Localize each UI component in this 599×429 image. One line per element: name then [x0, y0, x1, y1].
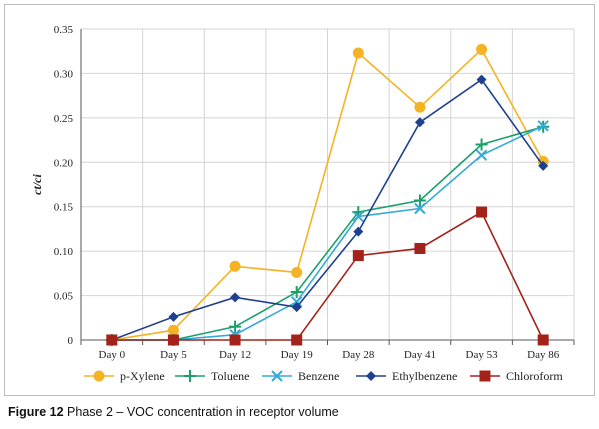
x-tick-label: Day 5	[160, 349, 187, 361]
x-tick-label: Day 28	[342, 349, 375, 361]
legend-label: Toluene	[211, 369, 249, 383]
data-point-p-xylene	[167, 324, 179, 336]
data-point-benzene	[475, 149, 488, 161]
data-point-p-xylene	[291, 266, 303, 278]
data-point-ethylbenzene	[476, 74, 487, 85]
data-point-ethylbenzene	[414, 117, 425, 128]
data-point-chloroform	[537, 334, 549, 346]
series-ethylbenzene	[106, 74, 549, 345]
legend-label: Ethylbenzene	[392, 369, 457, 383]
data-point-benzene	[290, 296, 303, 308]
series-chloroform	[106, 206, 549, 346]
legend: p-Xylene Toluene Benzene Ethylbenzene Chloro…	[84, 369, 563, 383]
data-point-p-xylene	[476, 43, 488, 55]
series-line-benzene	[111, 125, 544, 341]
series-line-chloroform	[111, 210, 544, 341]
data-point-chloroform	[352, 250, 364, 262]
legend-marker-chloroform	[479, 370, 491, 382]
y-tick-label: 0	[68, 335, 74, 347]
x-tick-label: Day 53	[466, 349, 499, 361]
y-tick-label: 0.30	[54, 68, 74, 80]
legend-label: p-Xylene	[120, 369, 165, 383]
axes: 0 0.05 0.10 0.15 0.20 0.25 0.30 0.35 Day 0 Day 5 D…	[30, 24, 575, 361]
figure-caption: Figure 12 Phase 2 – VOC concentration in…	[8, 405, 593, 419]
series-layer	[105, 43, 550, 346]
legend-label: Chloroform	[506, 369, 563, 383]
legend-item-benzene: Benzene	[262, 369, 339, 383]
legend-marker-p-xylene	[93, 370, 105, 382]
legend-label: Benzene	[298, 369, 339, 383]
data-point-toluene	[229, 320, 242, 333]
legend-marker-ethylbenzene	[366, 371, 376, 381]
x-tick-label: Day 19	[281, 349, 314, 361]
data-point-toluene	[413, 194, 426, 207]
y-tick-label: 0.25	[54, 113, 74, 125]
data-point-chloroform	[106, 334, 118, 346]
legend-item-ethylbenzene: Ethylbenzene	[356, 369, 457, 383]
data-point-chloroform	[167, 334, 179, 346]
series-line-p-xylene	[111, 48, 544, 341]
data-point-benzene	[414, 202, 426, 215]
y-tick-label: 0.20	[54, 157, 74, 169]
grid-lines	[81, 28, 575, 340]
legend-item-chloroform: Chloroform	[470, 369, 563, 383]
data-point-ethylbenzene	[538, 160, 549, 171]
data-point-ethylbenzene	[230, 292, 241, 303]
x-tick-label: Day 12	[219, 349, 251, 361]
data-point-p-xylene	[229, 260, 241, 272]
data-point-toluene	[290, 286, 303, 299]
data-point-chloroform	[476, 206, 488, 218]
data-point-chloroform	[291, 334, 303, 346]
chart-frame	[4, 4, 595, 396]
x-tick-label: Day 86	[527, 349, 560, 361]
series-line-toluene	[111, 125, 544, 341]
data-point-chloroform	[229, 334, 241, 346]
y-axis-label: ct/ci	[30, 174, 44, 195]
data-point-ethylbenzene	[291, 302, 302, 313]
figure-caption-text: Phase 2 – VOC concentration in receptor …	[63, 405, 339, 419]
data-point-p-xylene	[352, 47, 364, 59]
figure-label: Figure 12	[8, 405, 64, 419]
x-tick-label: Day 41	[404, 349, 436, 361]
series-line-ethylbenzene	[111, 78, 544, 341]
x-tick-label: Day 0	[99, 349, 126, 361]
data-point-ethylbenzene	[168, 311, 179, 322]
data-point-benzene	[537, 120, 549, 132]
data-point-toluene	[475, 138, 488, 151]
legend-marker-benzene	[271, 370, 283, 382]
data-point-benzene	[352, 210, 365, 223]
y-tick-label: 0.05	[54, 291, 74, 303]
data-point-p-xylene	[414, 101, 426, 113]
legend-item-toluene: Toluene	[175, 369, 249, 383]
y-tick-label: 0.35	[54, 24, 74, 36]
data-point-chloroform	[414, 242, 426, 254]
y-tick-label: 0.15	[54, 202, 74, 214]
y-tick-label: 0.10	[54, 246, 74, 258]
legend-item-p-xylene: p-Xylene	[84, 369, 165, 383]
data-point-ethylbenzene	[353, 226, 364, 237]
legend-marker-toluene	[184, 370, 196, 382]
